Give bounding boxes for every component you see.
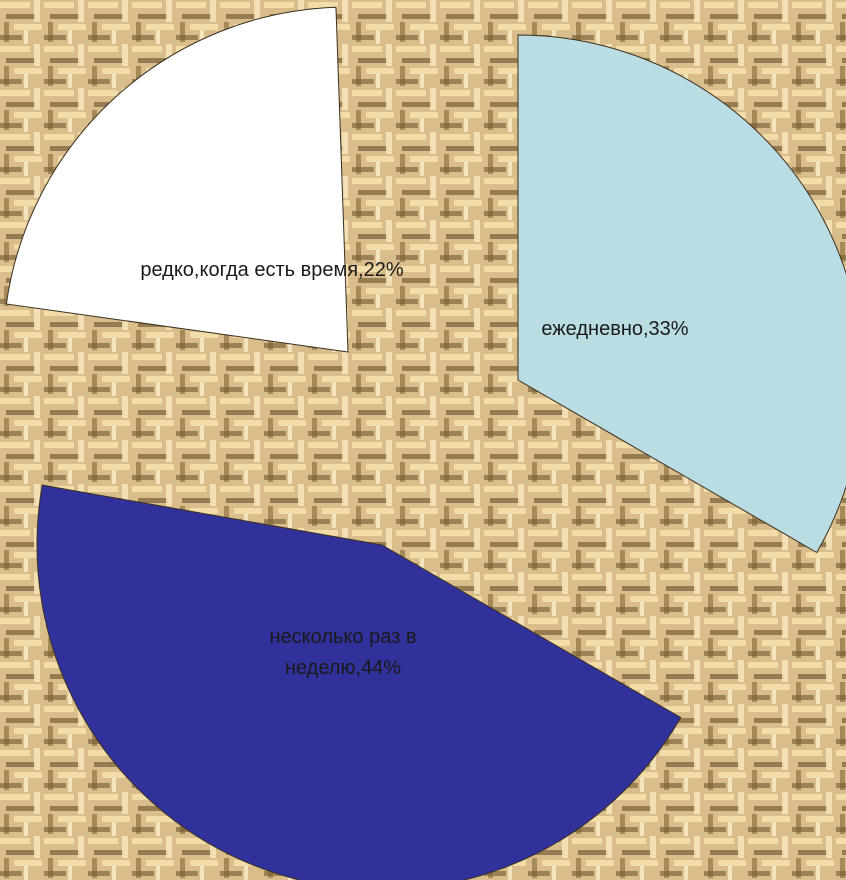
pie-slice-3 [5, 6, 349, 353]
slice-label-2: несколько раз в неделю,44% [270, 626, 417, 679]
pie-slice-2 [36, 484, 682, 880]
slice-label-3: редко,когда есть время,22% [140, 259, 403, 281]
slice-label-1: ежедневно,33% [541, 318, 688, 340]
pie-slice-1 [517, 34, 846, 554]
